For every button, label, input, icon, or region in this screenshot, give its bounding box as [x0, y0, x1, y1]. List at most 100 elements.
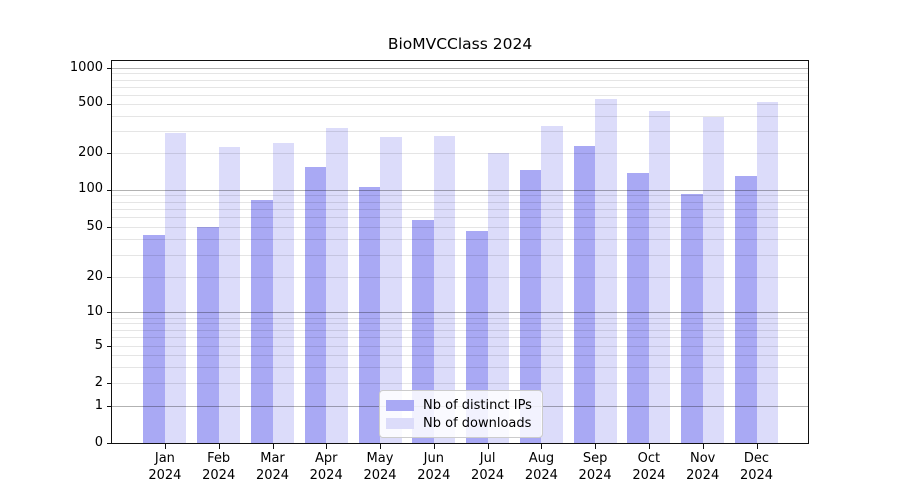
x-tick-label: Nov 2024 — [673, 451, 733, 484]
x-tick-month: Mar — [260, 451, 285, 466]
bar-downloads — [487, 153, 510, 443]
y-tick-label: 100 — [78, 181, 103, 197]
x-tick-month: Feb — [207, 451, 231, 466]
gridline-minor — [112, 255, 808, 257]
x-tick-label: Sep 2024 — [565, 451, 625, 484]
y-tick-label: 0 — [94, 434, 103, 450]
gridline-minor — [112, 239, 808, 241]
gridline-minor — [112, 153, 808, 155]
y-tickmark — [107, 443, 112, 445]
gridline-minor — [112, 366, 808, 368]
x-tick-month: Jul — [479, 451, 496, 466]
x-tick-year: 2024 — [739, 467, 774, 483]
x-tick-label: Mar 2024 — [243, 451, 303, 484]
gridline-minor — [112, 73, 808, 75]
x-tick-year: 2024 — [471, 467, 505, 483]
x-tick-label: Feb 2024 — [189, 451, 249, 484]
x-tick-month: Nov — [690, 451, 716, 466]
bar-downloads — [218, 146, 241, 443]
bar-distinct-ips — [627, 172, 649, 443]
x-tick-year: 2024 — [417, 467, 451, 483]
legend-label-downloads: Nb of downloads — [423, 415, 532, 431]
y-tickmark — [107, 346, 112, 348]
x-tick-month: Aug — [528, 451, 555, 466]
x-tick-month: Dec — [743, 451, 770, 466]
y-tick-label: 50 — [86, 218, 103, 234]
gridline-minor — [112, 383, 808, 385]
x-tick-label: Oct 2024 — [619, 451, 679, 484]
y-tick-label: 2 — [94, 374, 103, 390]
x-tickmark — [648, 444, 650, 449]
gridline-minor — [112, 346, 808, 348]
gridline-major — [112, 312, 808, 314]
y-tick-label: 1 — [94, 397, 103, 413]
gridline-minor — [112, 227, 808, 229]
gridline-minor — [112, 208, 808, 210]
bar-distinct-ips — [573, 145, 596, 443]
legend: Nb of distinct IPs Nb of downloads — [379, 390, 543, 438]
gridline-minor — [112, 103, 808, 105]
bar-distinct-ips — [412, 220, 434, 443]
gridline-minor — [112, 201, 808, 203]
gridline-minor — [112, 115, 808, 117]
x-tick-year: 2024 — [524, 467, 558, 483]
x-tickmark — [380, 444, 382, 449]
x-tickmark — [541, 444, 543, 449]
legend-item-downloads: Nb of downloads — [386, 414, 534, 432]
bar-downloads — [380, 137, 402, 443]
y-tick-label: 1000 — [69, 59, 103, 75]
gridline-major — [112, 68, 808, 69]
y-tickmark — [107, 277, 112, 279]
bar-distinct-ips — [143, 235, 165, 443]
bar-downloads — [326, 127, 348, 443]
x-tickmark — [595, 444, 597, 449]
x-tick-year: 2024 — [202, 467, 236, 483]
bar-downloads — [272, 143, 294, 443]
y-tick-label: 500 — [78, 95, 103, 111]
y-tick-label: 200 — [78, 144, 103, 160]
x-tickmark — [702, 444, 704, 449]
chart-title: BioMVCClass 2024 — [387, 35, 533, 53]
x-tick-month: Oct — [637, 451, 661, 466]
x-tick-month: Apr — [314, 451, 338, 466]
x-tick-year: 2024 — [363, 467, 397, 483]
bar-downloads — [164, 133, 187, 443]
gridline-minor — [112, 355, 808, 357]
gridline-minor — [112, 217, 808, 219]
x-tick-label: Jul 2024 — [458, 451, 518, 484]
legend-swatch-distinct-ips — [386, 399, 414, 411]
legend-label-distinct-ips: Nb of distinct IPs — [423, 397, 532, 413]
x-tick-year: 2024 — [686, 467, 720, 483]
gridline-minor — [112, 317, 808, 319]
gridline-minor — [112, 79, 808, 81]
bar-downloads — [541, 126, 563, 443]
x-tickmark — [272, 444, 274, 449]
y-tickmark — [107, 103, 112, 105]
x-tick-month: Jan — [154, 451, 175, 466]
bar-downloads — [648, 110, 671, 443]
legend-item-distinct-ips: Nb of distinct IPs — [386, 396, 534, 414]
x-tickmark — [433, 444, 435, 449]
y-tickmark — [107, 383, 112, 385]
x-tick-month: May — [366, 451, 394, 466]
x-tick-label: Apr 2024 — [296, 451, 356, 484]
gridline-minor — [112, 323, 808, 325]
x-tickmark — [326, 444, 328, 449]
bar-distinct-ips — [735, 175, 757, 443]
y-tick-label: 20 — [86, 268, 103, 284]
bar-downloads — [595, 98, 617, 443]
y-axis-tick-labels: 0 1 2 5 10 20 50 100 200 500 1000 — [0, 59, 103, 450]
legend-swatch-downloads — [386, 417, 414, 429]
x-tick-year: 2024 — [148, 467, 182, 483]
x-tickmark — [218, 444, 220, 449]
gridline-major — [112, 189, 808, 191]
x-tick-year: 2024 — [309, 467, 343, 483]
bar-distinct-ips — [358, 186, 380, 443]
y-tickmark — [107, 406, 112, 408]
y-tickmark — [107, 227, 112, 229]
y-tickmark — [107, 68, 112, 70]
x-tick-year: 2024 — [255, 467, 290, 483]
x-tick-label: Jan 2024 — [135, 451, 195, 484]
y-tickmark — [107, 189, 112, 191]
